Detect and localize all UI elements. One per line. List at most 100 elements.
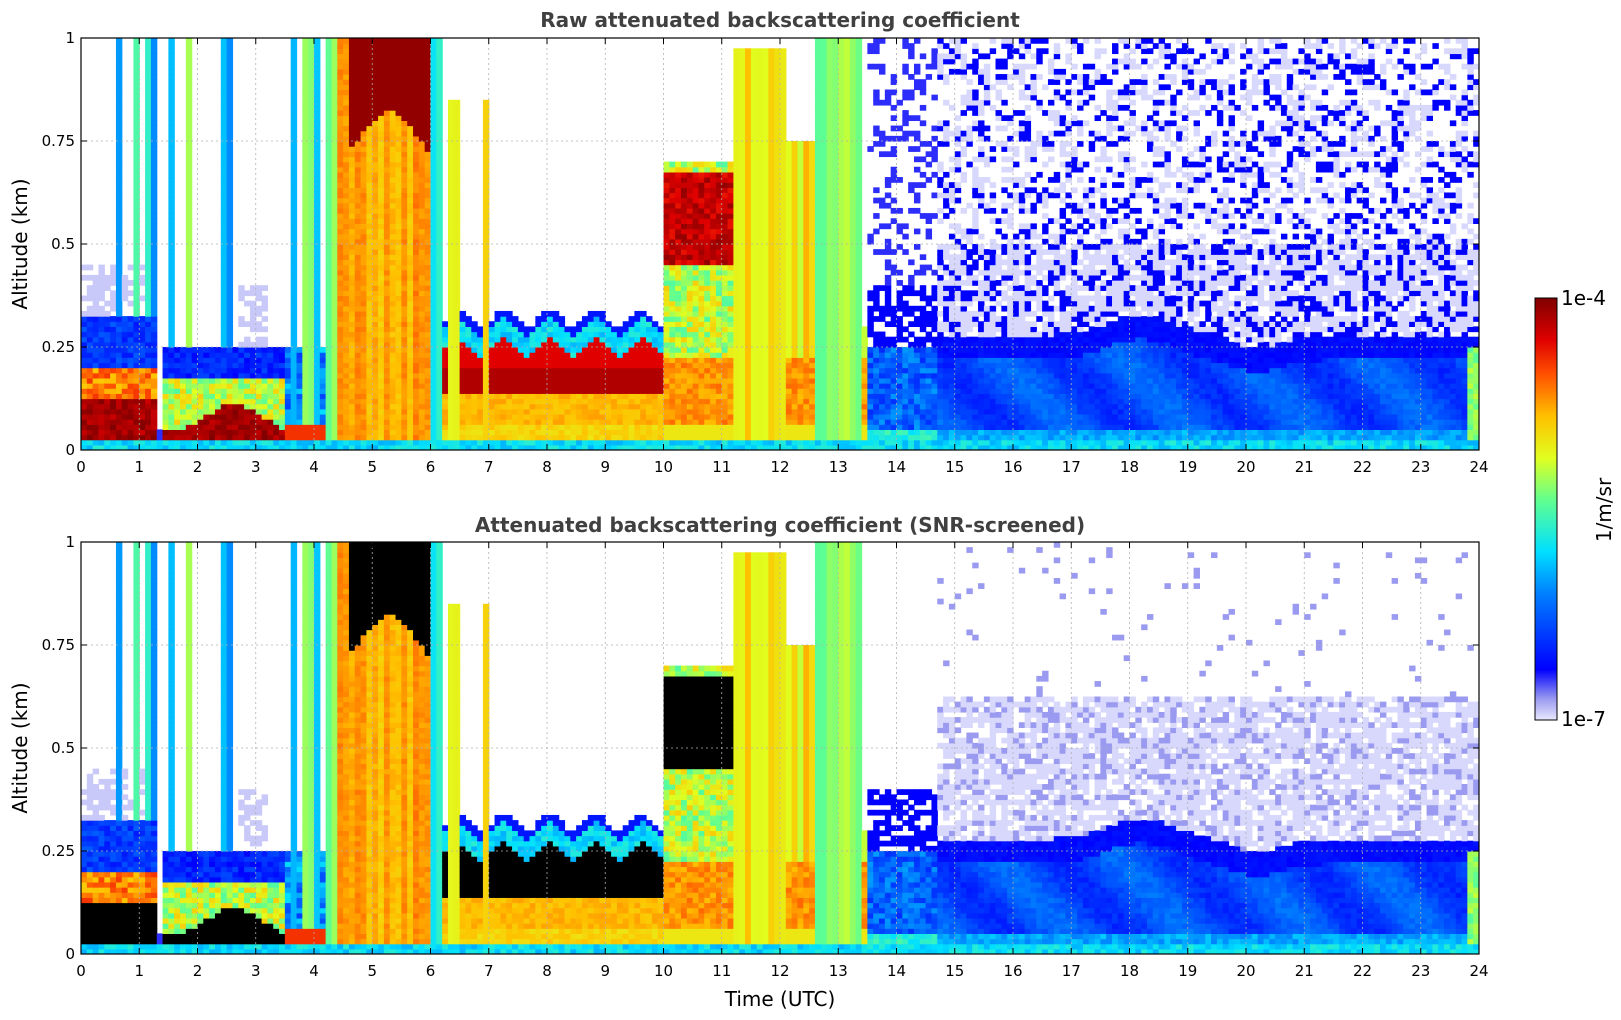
- heatmap-cell: [710, 223, 717, 230]
- heatmap-cell: [570, 352, 577, 358]
- heatmap-cell: [710, 187, 717, 194]
- heatmap-cell: [308, 202, 315, 209]
- heatmap-cell: [430, 213, 437, 219]
- heatmap-cell: [407, 388, 414, 394]
- heatmap-cell: [185, 388, 193, 394]
- heatmap-cell: [331, 207, 338, 214]
- heatmap-cell: [139, 439, 146, 446]
- heatmap-cell: [261, 357, 268, 364]
- heatmap-cell: [383, 419, 391, 425]
- heatmap-cell: [110, 352, 117, 358]
- heatmap-cell: [547, 352, 554, 358]
- heatmap-cell: [581, 383, 589, 389]
- heatmap-cell: [447, 269, 455, 276]
- heatmap-cell: [704, 424, 711, 430]
- heatmap-cell: [104, 310, 111, 317]
- heatmap-cell: [133, 424, 140, 430]
- heatmap-cell: [564, 362, 571, 369]
- heatmap-cell: [314, 187, 321, 194]
- heatmap-cell: [302, 135, 309, 142]
- heatmap-cell: [389, 285, 397, 291]
- heatmap-cell: [482, 244, 490, 250]
- heatmap-cell: [605, 429, 612, 436]
- heatmap-cell: [611, 367, 618, 374]
- heatmap-cell: [413, 347, 420, 353]
- heatmap-cell: [366, 233, 373, 240]
- heatmap-cell: [710, 207, 717, 214]
- heatmap-cell: [418, 74, 426, 80]
- heatmap-cell: [447, 357, 455, 364]
- heatmap-cell: [611, 377, 618, 384]
- heatmap-cell: [628, 429, 635, 436]
- heatmap-cell: [675, 207, 682, 214]
- heatmap-cell: [599, 367, 606, 374]
- heatmap-cell: [145, 434, 152, 441]
- heatmap-cell: [506, 326, 513, 333]
- heatmap-cell: [616, 372, 624, 379]
- heatmap-cell: [453, 146, 461, 152]
- heatmap-cell: [436, 367, 443, 374]
- heatmap-cell: [407, 403, 414, 410]
- heatmap-cell: [576, 429, 583, 436]
- heatmap-cell: [547, 393, 554, 400]
- heatmap-cell: [482, 192, 490, 199]
- heatmap-cell: [436, 238, 443, 245]
- heatmap-cell: [331, 63, 338, 70]
- heatmap-cell: [331, 182, 338, 188]
- heatmap-cell: [680, 326, 688, 333]
- heatmap-cell: [389, 341, 397, 348]
- heatmap-cell: [220, 135, 228, 142]
- heatmap-cell: [628, 419, 635, 425]
- heatmap-cell: [226, 347, 234, 353]
- heatmap-cell: [249, 326, 257, 333]
- heatmap-cell: [389, 135, 397, 142]
- heatmap-cell: [710, 171, 717, 178]
- heatmap-cell: [407, 218, 414, 224]
- heatmap-cell: [407, 141, 414, 147]
- heatmap-cell: [209, 372, 216, 379]
- heatmap-cell: [710, 336, 717, 343]
- heatmap-cell: [669, 352, 676, 358]
- heatmap-cell: [692, 439, 700, 446]
- heatmap-cell: [535, 439, 542, 446]
- heatmap-cell: [168, 89, 175, 96]
- heatmap-cell: [133, 68, 140, 75]
- heatmap-cell: [296, 372, 303, 379]
- heatmap-cell: [523, 341, 531, 348]
- heatmap-cell: [378, 388, 385, 394]
- heatmap-cell: [407, 48, 414, 55]
- heatmap-cell: [471, 341, 478, 348]
- heatmap-cell: [139, 264, 146, 271]
- heatmap-cell: [220, 182, 228, 188]
- heatmap-cell: [354, 125, 362, 132]
- heatmap-cell: [133, 79, 140, 85]
- heatmap-cell: [366, 377, 373, 384]
- heatmap-cell: [605, 408, 612, 415]
- heatmap-cell: [512, 372, 519, 379]
- heatmap-cell: [255, 403, 263, 410]
- heatmap-cell: [150, 290, 158, 297]
- heatmap-cell: [686, 310, 694, 317]
- heatmap-cell: [337, 290, 344, 297]
- heatmap-cell: [354, 197, 362, 204]
- heatmap-cell: [378, 434, 385, 441]
- heatmap-cell: [348, 68, 356, 75]
- heatmap-cell: [413, 79, 420, 85]
- heatmap-cell: [407, 254, 414, 261]
- heatmap-cell: [389, 249, 397, 255]
- heatmap-cell: [296, 383, 303, 389]
- heatmap-cell: [290, 115, 298, 121]
- heatmap-cell: [267, 439, 274, 446]
- heatmap-cell: [203, 357, 210, 364]
- heatmap-cell: [127, 424, 135, 430]
- heatmap-cell: [710, 321, 717, 327]
- heatmap-cell: [238, 367, 245, 374]
- heatmap-cell: [506, 321, 513, 327]
- heatmap-cell: [453, 403, 461, 410]
- heatmap-cell: [284, 419, 292, 425]
- heatmap-cell: [692, 377, 700, 384]
- heatmap-cell: [453, 238, 461, 245]
- heatmap-cell: [418, 269, 426, 276]
- heatmap-cell: [710, 197, 717, 204]
- heatmap-cell: [314, 300, 321, 307]
